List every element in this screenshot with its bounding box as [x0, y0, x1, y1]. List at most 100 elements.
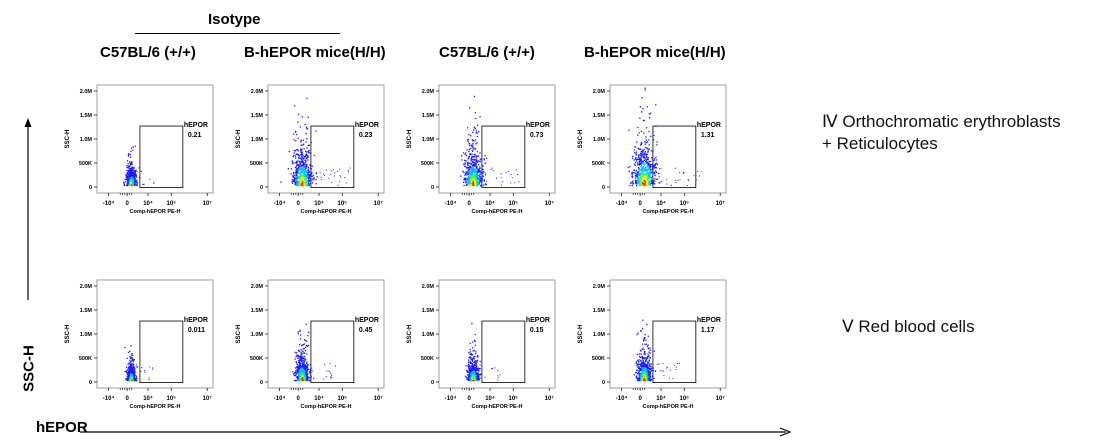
event-dot — [472, 179, 474, 181]
event-dot — [295, 170, 297, 172]
event-dot — [655, 370, 657, 372]
event-dot — [299, 329, 301, 331]
event-dot — [130, 147, 133, 149]
event-dot — [634, 179, 637, 182]
event-dot — [303, 370, 305, 372]
event-dot — [645, 136, 647, 138]
x-tick-label: 10⁴ — [143, 396, 153, 402]
event-dot — [474, 165, 476, 167]
event-dot — [303, 348, 306, 350]
event-dot — [133, 182, 135, 185]
event-dot — [470, 178, 472, 180]
event-dot — [302, 157, 304, 159]
event-dot — [303, 371, 306, 373]
event-dot — [645, 160, 647, 163]
event-dot — [153, 181, 154, 183]
event-dot — [490, 169, 492, 170]
event-dot — [655, 162, 658, 164]
event-dot — [306, 345, 309, 347]
event-dot — [298, 377, 301, 379]
event-dot — [131, 377, 133, 380]
event-dot — [299, 334, 302, 336]
event-dot — [475, 368, 477, 370]
y-tick-label: 2.0M — [422, 284, 435, 290]
event-dot — [134, 373, 136, 375]
event-dot — [637, 377, 639, 379]
x-tick-label: 10⁵ — [337, 201, 347, 207]
event-dot — [299, 168, 301, 170]
x-tick-label: 10⁴ — [314, 396, 324, 402]
event-dot — [644, 89, 646, 91]
event-dot — [497, 375, 499, 377]
event-dot — [126, 172, 128, 174]
event-dot — [475, 171, 477, 173]
event-dot — [134, 371, 136, 373]
event-dot — [470, 362, 472, 364]
event-dot — [297, 181, 299, 184]
event-dot — [133, 170, 136, 172]
event-dot — [476, 177, 479, 180]
event-dot — [473, 368, 476, 370]
event-dot — [130, 183, 132, 186]
event-dot — [141, 367, 143, 369]
event-dot — [651, 169, 653, 171]
event-dot — [129, 379, 132, 381]
event-dot — [132, 170, 134, 172]
event-dot — [474, 344, 476, 346]
event-dot — [299, 375, 301, 377]
event-dot — [293, 149, 295, 152]
event-dot — [127, 182, 129, 184]
event-dot — [307, 344, 310, 347]
event-dot — [637, 126, 639, 129]
event-dot — [645, 369, 647, 371]
event-dot — [482, 165, 484, 167]
event-dot — [331, 377, 333, 379]
event-dot — [641, 378, 643, 380]
event-dot — [125, 174, 127, 176]
event-dot — [634, 164, 637, 166]
event-dot — [472, 169, 475, 171]
y-tick-label: 1.5M — [251, 308, 264, 314]
event-dot — [645, 365, 648, 367]
event-dot — [132, 379, 134, 381]
event-dot — [304, 375, 306, 377]
event-dot — [641, 182, 643, 184]
event-dot — [470, 170, 472, 172]
event-dot — [646, 378, 649, 380]
event-dot — [305, 366, 307, 368]
event-dot — [514, 182, 516, 184]
event-dot — [126, 173, 128, 175]
event-dot — [636, 179, 639, 181]
event-dot — [648, 378, 650, 380]
event-dot — [474, 148, 476, 150]
event-dot — [129, 167, 131, 170]
event-dot — [134, 179, 136, 181]
event-dot — [636, 160, 638, 162]
event-dot — [475, 164, 477, 166]
event-dot — [475, 176, 477, 178]
event-dot — [631, 181, 634, 184]
event-dot — [309, 368, 312, 370]
event-dot — [134, 374, 136, 376]
event-dot — [470, 144, 472, 146]
event-dot — [302, 171, 304, 173]
event-dot — [304, 358, 306, 360]
event-dot — [294, 182, 296, 184]
event-dot — [136, 182, 138, 184]
event-dot — [298, 350, 301, 352]
event-dot — [467, 365, 469, 367]
event-dot — [302, 366, 304, 368]
event-dot — [641, 162, 644, 164]
event-dot — [298, 166, 300, 168]
event-dot — [134, 177, 137, 180]
event-dot — [481, 175, 484, 177]
event-dot — [299, 157, 301, 159]
event-dot — [645, 167, 647, 169]
event-dot — [468, 367, 470, 369]
event-dot — [324, 174, 325, 176]
event-dot — [647, 174, 649, 176]
event-dot — [294, 150, 297, 152]
event-dot — [299, 376, 301, 379]
event-dot — [478, 375, 480, 377]
event-dot — [647, 166, 650, 168]
